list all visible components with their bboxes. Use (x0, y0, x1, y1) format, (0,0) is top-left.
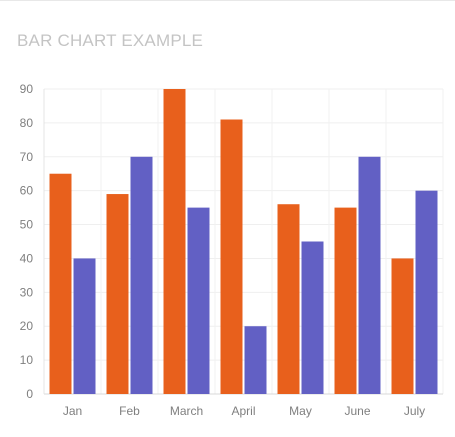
bar-series1-july (391, 258, 414, 394)
x-tick-label: Feb (119, 404, 140, 418)
bar-series1-may (277, 204, 300, 394)
grid-lines (43, 88, 444, 394)
x-tick-label: Jan (63, 404, 82, 418)
y-tick-label: 50 (20, 218, 34, 232)
x-tick-label: May (289, 404, 312, 418)
bar-series2-april (244, 326, 267, 394)
y-tick-label: 30 (20, 285, 34, 299)
y-tick-label: 0 (26, 387, 33, 401)
y-tick-label: 70 (20, 150, 34, 164)
y-tick-label: 10 (20, 353, 34, 367)
bar-series2-june (358, 156, 381, 394)
x-tick-label: March (170, 404, 203, 418)
axes (43, 89, 443, 395)
bar-series2-jan (73, 258, 96, 394)
y-tick-label: 80 (20, 116, 34, 130)
bar-series2-july (415, 190, 438, 394)
x-tick-label: July (404, 404, 425, 418)
bar-series1-jan (49, 173, 72, 394)
bar-series1-june (334, 207, 357, 394)
bar-series2-march (187, 207, 210, 394)
bar-series2-feb (130, 156, 153, 394)
chart-title: BAR CHART EXAMPLE (17, 31, 204, 50)
y-tick-label: 40 (20, 251, 34, 265)
bars (49, 89, 438, 394)
y-tick-label: 20 (20, 319, 34, 333)
x-tick-labels: Jan Feb March April May June July (63, 404, 425, 418)
x-tick-label: April (231, 404, 255, 418)
card-top-border (0, 0, 455, 1)
y-tick-labels: 0 10 20 30 40 50 60 70 80 90 (20, 82, 34, 401)
bar-series1-feb (106, 194, 129, 394)
x-tick-label: June (344, 404, 370, 418)
bar-series1-march (163, 89, 186, 394)
y-tick-label: 60 (20, 184, 34, 198)
bar-series2-may (301, 241, 324, 394)
y-tick-label: 90 (20, 82, 34, 96)
bar-series1-april (220, 119, 243, 394)
